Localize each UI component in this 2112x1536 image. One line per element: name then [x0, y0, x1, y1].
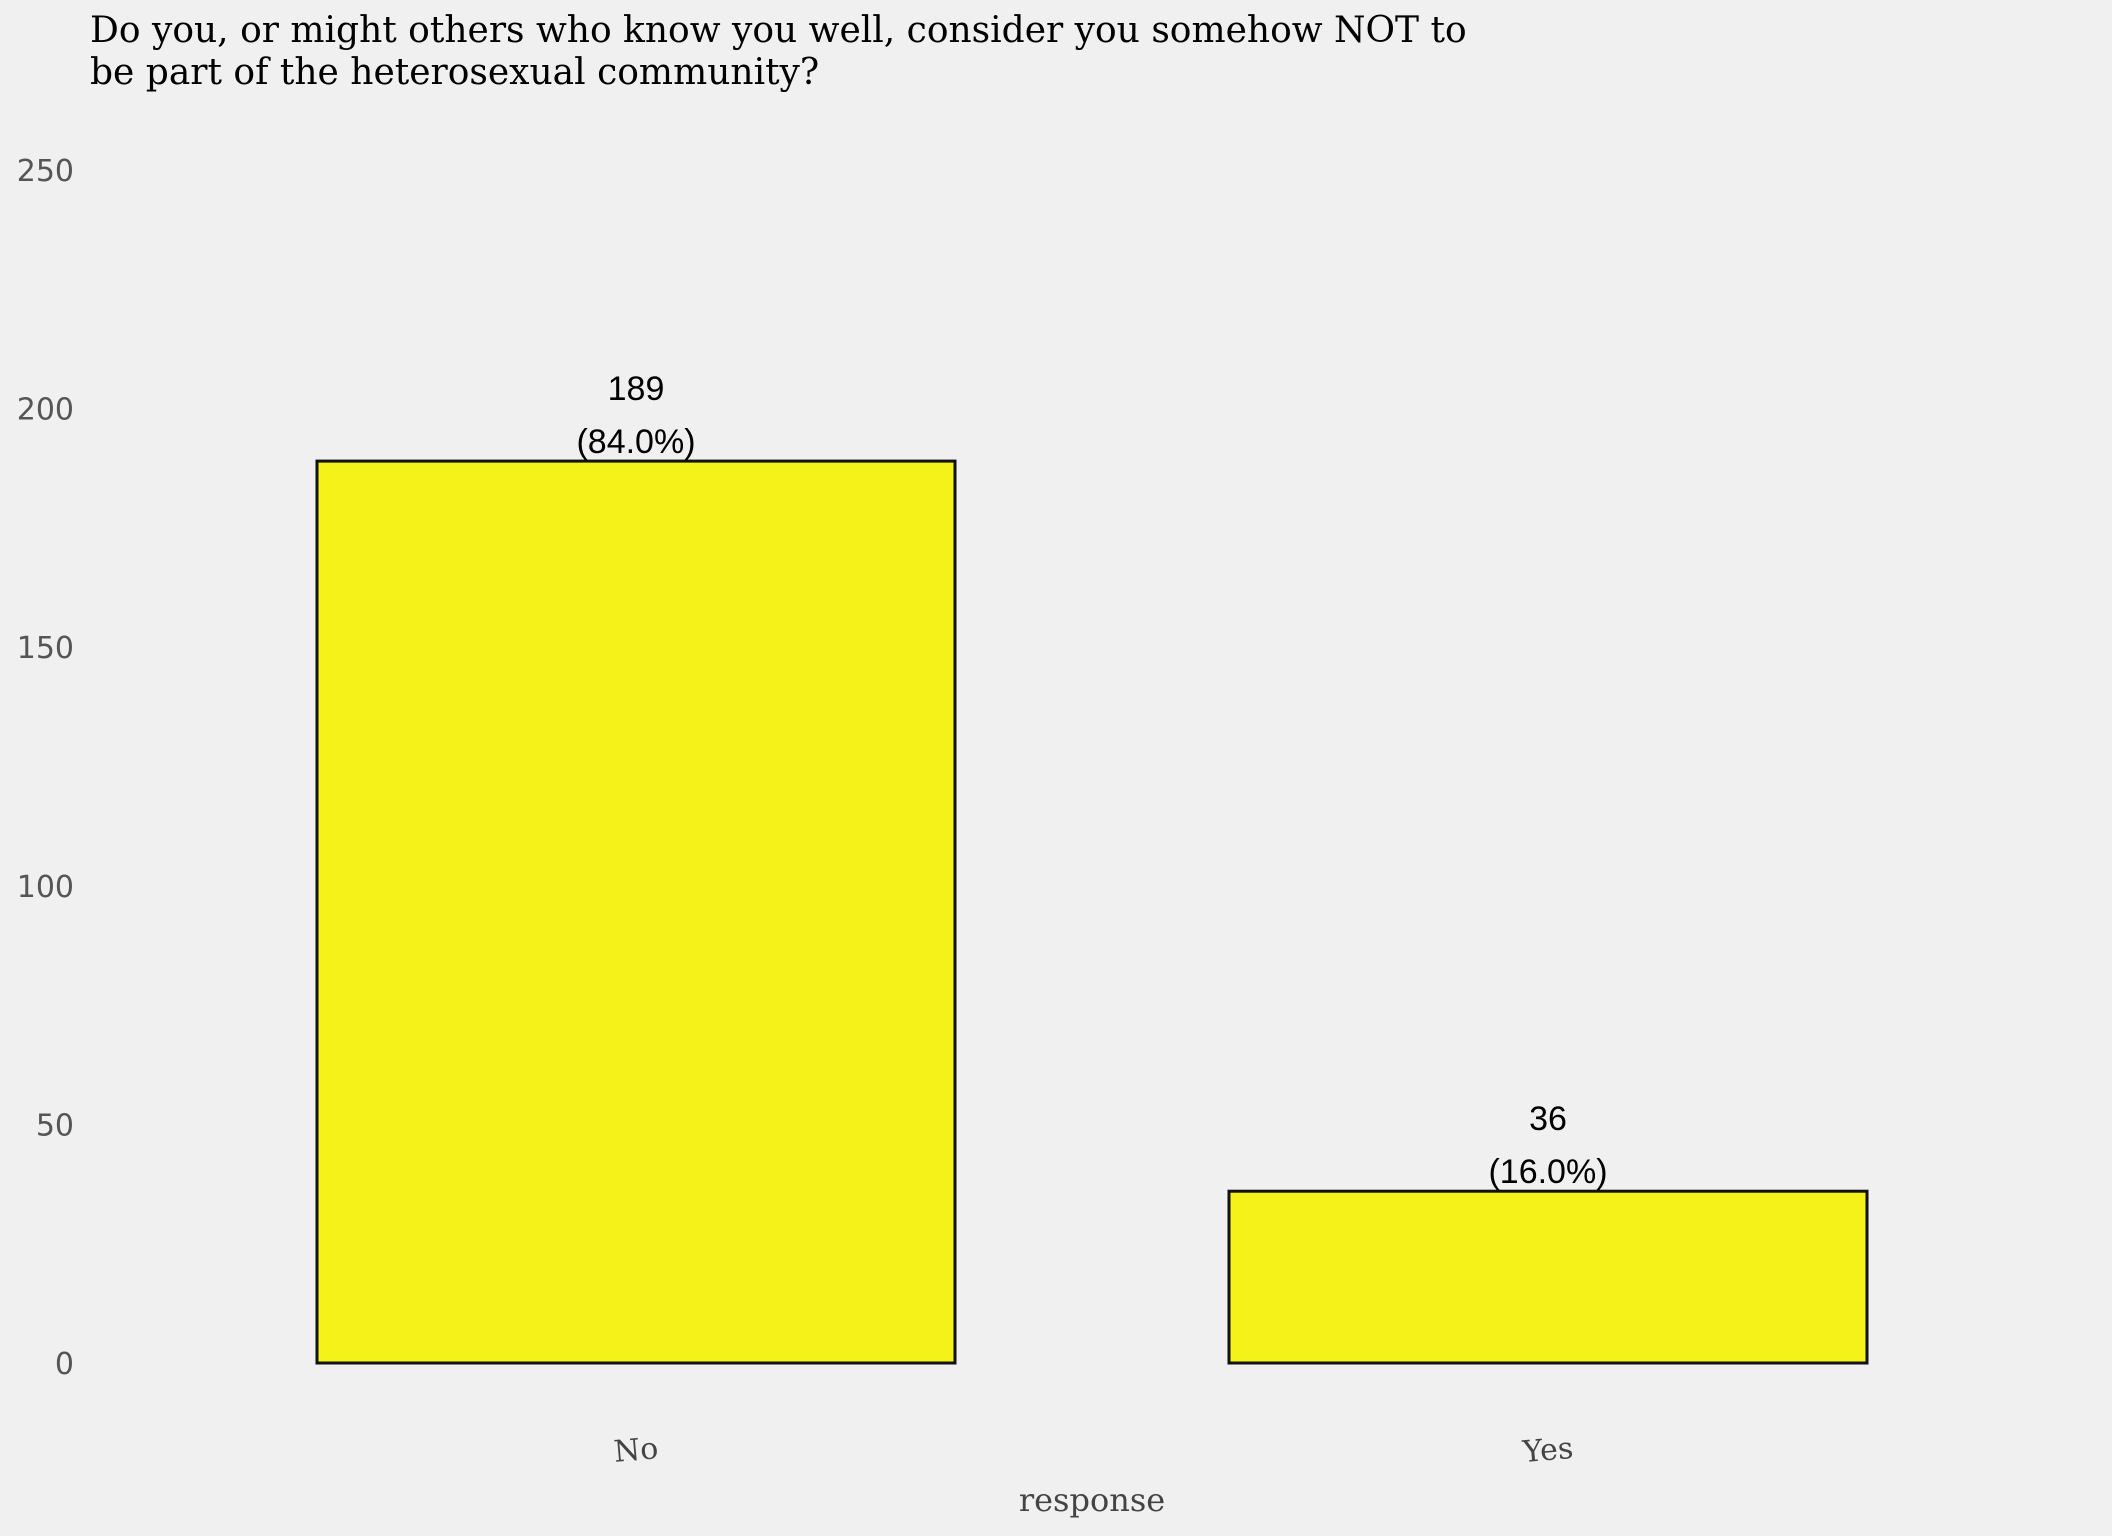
- bar-yes: [1227, 1189, 1869, 1365]
- y-axis-ticks: 0 50 100 150 200 250: [17, 154, 74, 1382]
- data-label-percent: (84.0%): [576, 423, 695, 461]
- data-label-percent: (16.0%): [1488, 1153, 1607, 1191]
- bars-group: [315, 459, 1869, 1365]
- y-tick-label: 100: [17, 870, 74, 905]
- x-axis-label: response: [1019, 1481, 1165, 1519]
- data-labels-group: 189 (84.0%) 36 (16.0%): [576, 370, 1607, 1191]
- y-tick-label: 50: [36, 1108, 74, 1143]
- x-axis-ticks: No Yes: [612, 1431, 1574, 1470]
- y-tick-label: 250: [17, 154, 74, 189]
- bar-no: [315, 459, 957, 1365]
- y-tick-label: 200: [17, 393, 74, 428]
- x-tick-label: No: [612, 1431, 659, 1470]
- chart-title-line-1: Do you, or might others who know you wel…: [90, 10, 1467, 51]
- chart-title-line-2: be part of the heterosexual community?: [90, 52, 819, 93]
- x-tick-label: Yes: [1520, 1431, 1574, 1470]
- y-tick-label: 150: [17, 631, 74, 666]
- data-label-count: 36: [1529, 1100, 1567, 1138]
- y-tick-label: 0: [55, 1347, 74, 1382]
- data-label-count: 189: [608, 370, 665, 408]
